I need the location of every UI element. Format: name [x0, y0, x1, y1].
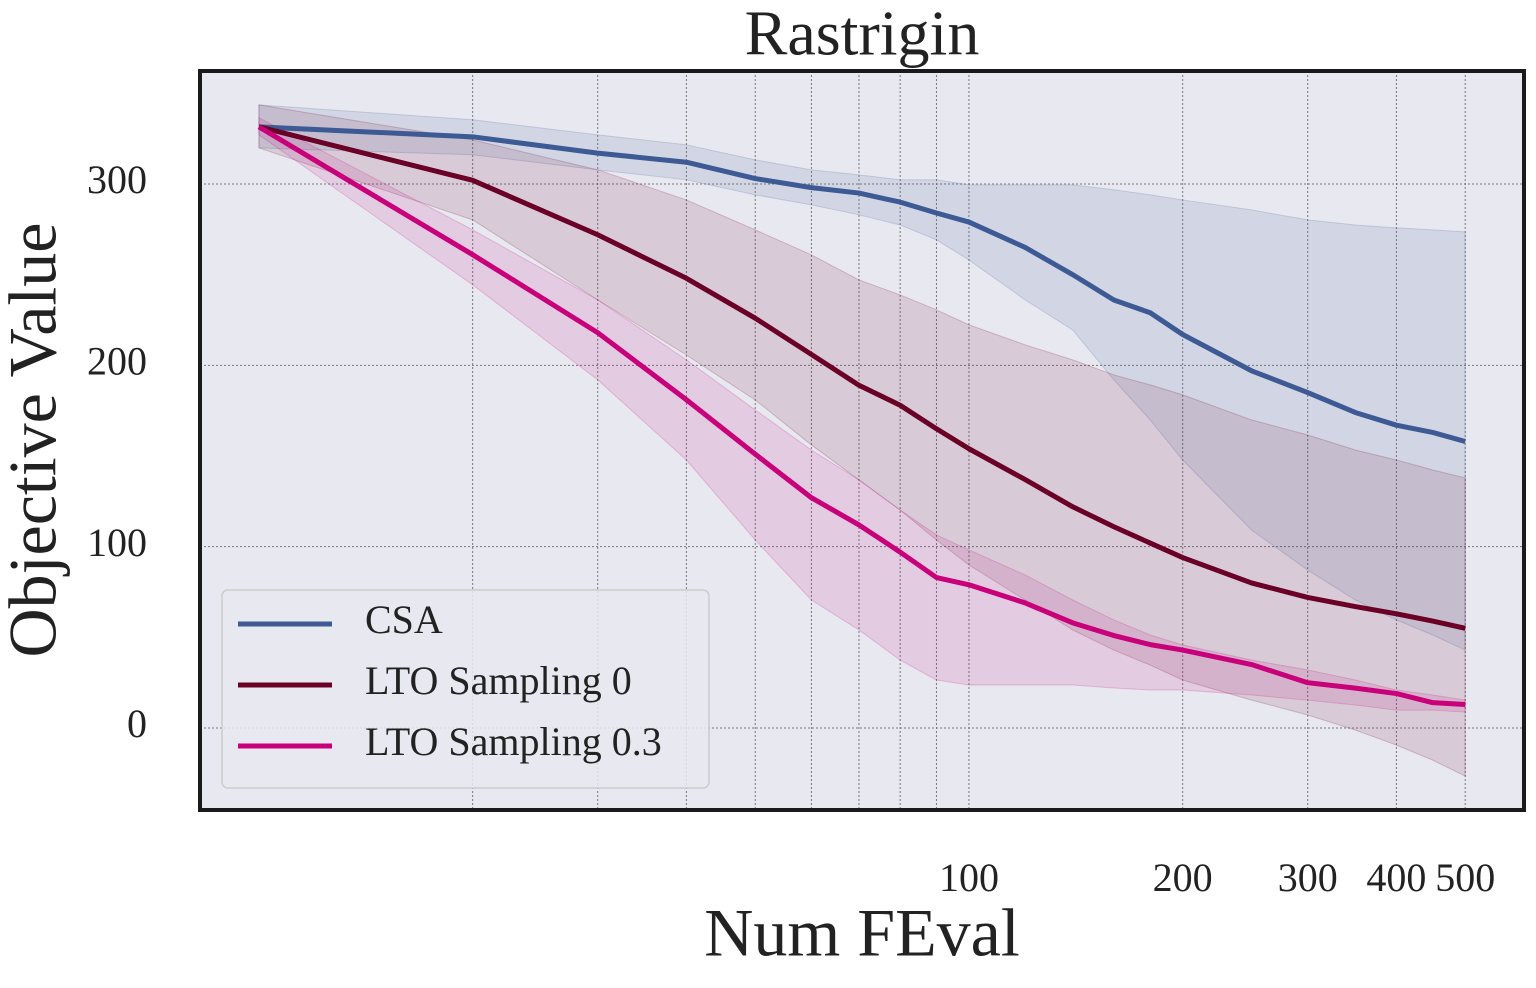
- y-tick-label: 100: [87, 520, 147, 565]
- x-tick-label: 400: [1366, 855, 1426, 900]
- chart-title: Rastrigin: [745, 0, 980, 69]
- y-tick-label: 200: [87, 339, 147, 384]
- grid: [200, 71, 1524, 810]
- band: [258, 104, 1466, 777]
- y-tick-label: 300: [87, 157, 147, 202]
- plot-frame: [198, 69, 1526, 812]
- band: [258, 104, 1466, 651]
- series-line: [257, 124, 1466, 707]
- bands: [258, 104, 1466, 777]
- series-line: [258, 124, 1466, 631]
- legend: CSA LTO Sampling 0 LTO Sampling 0.3: [238, 597, 662, 764]
- legend-label: LTO Sampling 0: [365, 658, 632, 703]
- y-axis-label: Objective Value: [0, 223, 71, 658]
- series-line: [258, 124, 1466, 444]
- x-tick-label: 200: [1153, 855, 1213, 900]
- lines: [257, 124, 1466, 707]
- x-axis-label: Num FEval: [704, 895, 1019, 971]
- legend-label: LTO Sampling 0.3: [365, 719, 662, 764]
- x-tick-label: 500: [1435, 855, 1495, 900]
- legend-label: CSA: [365, 597, 443, 642]
- band: [258, 116, 1466, 713]
- ticks: 100 200 300 400 500 0 100 200 300: [87, 157, 1495, 900]
- y-tick-label: 0: [127, 701, 147, 746]
- x-tick-label: 300: [1278, 855, 1338, 900]
- legend-box: [221, 589, 710, 789]
- x-tick-label: 100: [939, 855, 999, 900]
